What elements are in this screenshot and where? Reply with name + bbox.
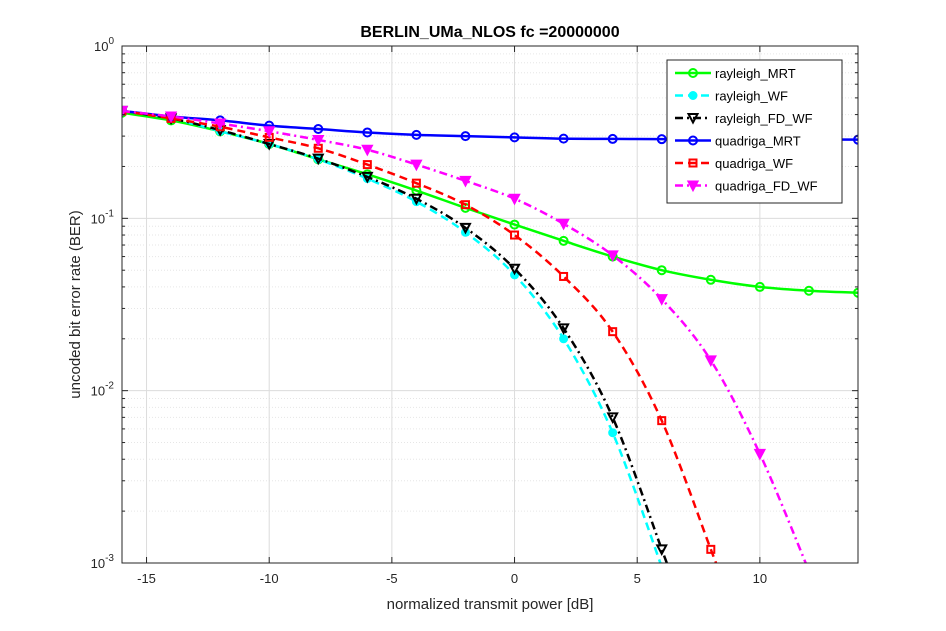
legend-label: quadriga_WF xyxy=(715,156,793,171)
y-tick-base: 10 xyxy=(91,211,105,226)
x-tick-label: -10 xyxy=(260,571,279,586)
legend-label: rayleigh_FD_WF xyxy=(715,111,813,126)
x-tick-label: 5 xyxy=(634,571,641,586)
x-tick-label: 10 xyxy=(753,571,767,586)
data-point xyxy=(560,335,568,343)
legend-label: rayleigh_WF xyxy=(715,89,788,104)
x-tick-label: 0 xyxy=(511,571,518,586)
y-tick-base: 10 xyxy=(91,384,105,399)
legend-label: quadriga_FD_WF xyxy=(715,179,818,194)
legend-label: rayleigh_MRT xyxy=(715,66,796,81)
y-tick-exponent: -1 xyxy=(105,208,114,219)
x-tick-label: -15 xyxy=(137,571,156,586)
legend-label: quadriga_MRT xyxy=(715,134,801,149)
x-axis-title: normalized transmit power [dB] xyxy=(387,596,594,613)
legend-marker xyxy=(689,92,697,100)
y-tick-base: 10 xyxy=(91,556,105,571)
x-tick-label: -5 xyxy=(386,571,398,586)
y-tick-base: 10 xyxy=(94,39,108,54)
y-axis-title: uncoded bit error rate (BER) xyxy=(67,210,84,398)
chart-title: BERLIN_UMa_NLOS fc =20000000 xyxy=(360,24,619,41)
legend: rayleigh_MRT rayleigh_WF rayleigh_FD_WFqua… xyxy=(667,60,842,203)
data-point xyxy=(609,429,617,437)
y-tick-exponent: -3 xyxy=(105,553,114,564)
y-tick-exponent: 0 xyxy=(108,36,114,47)
y-tick-exponent: -2 xyxy=(105,381,114,392)
